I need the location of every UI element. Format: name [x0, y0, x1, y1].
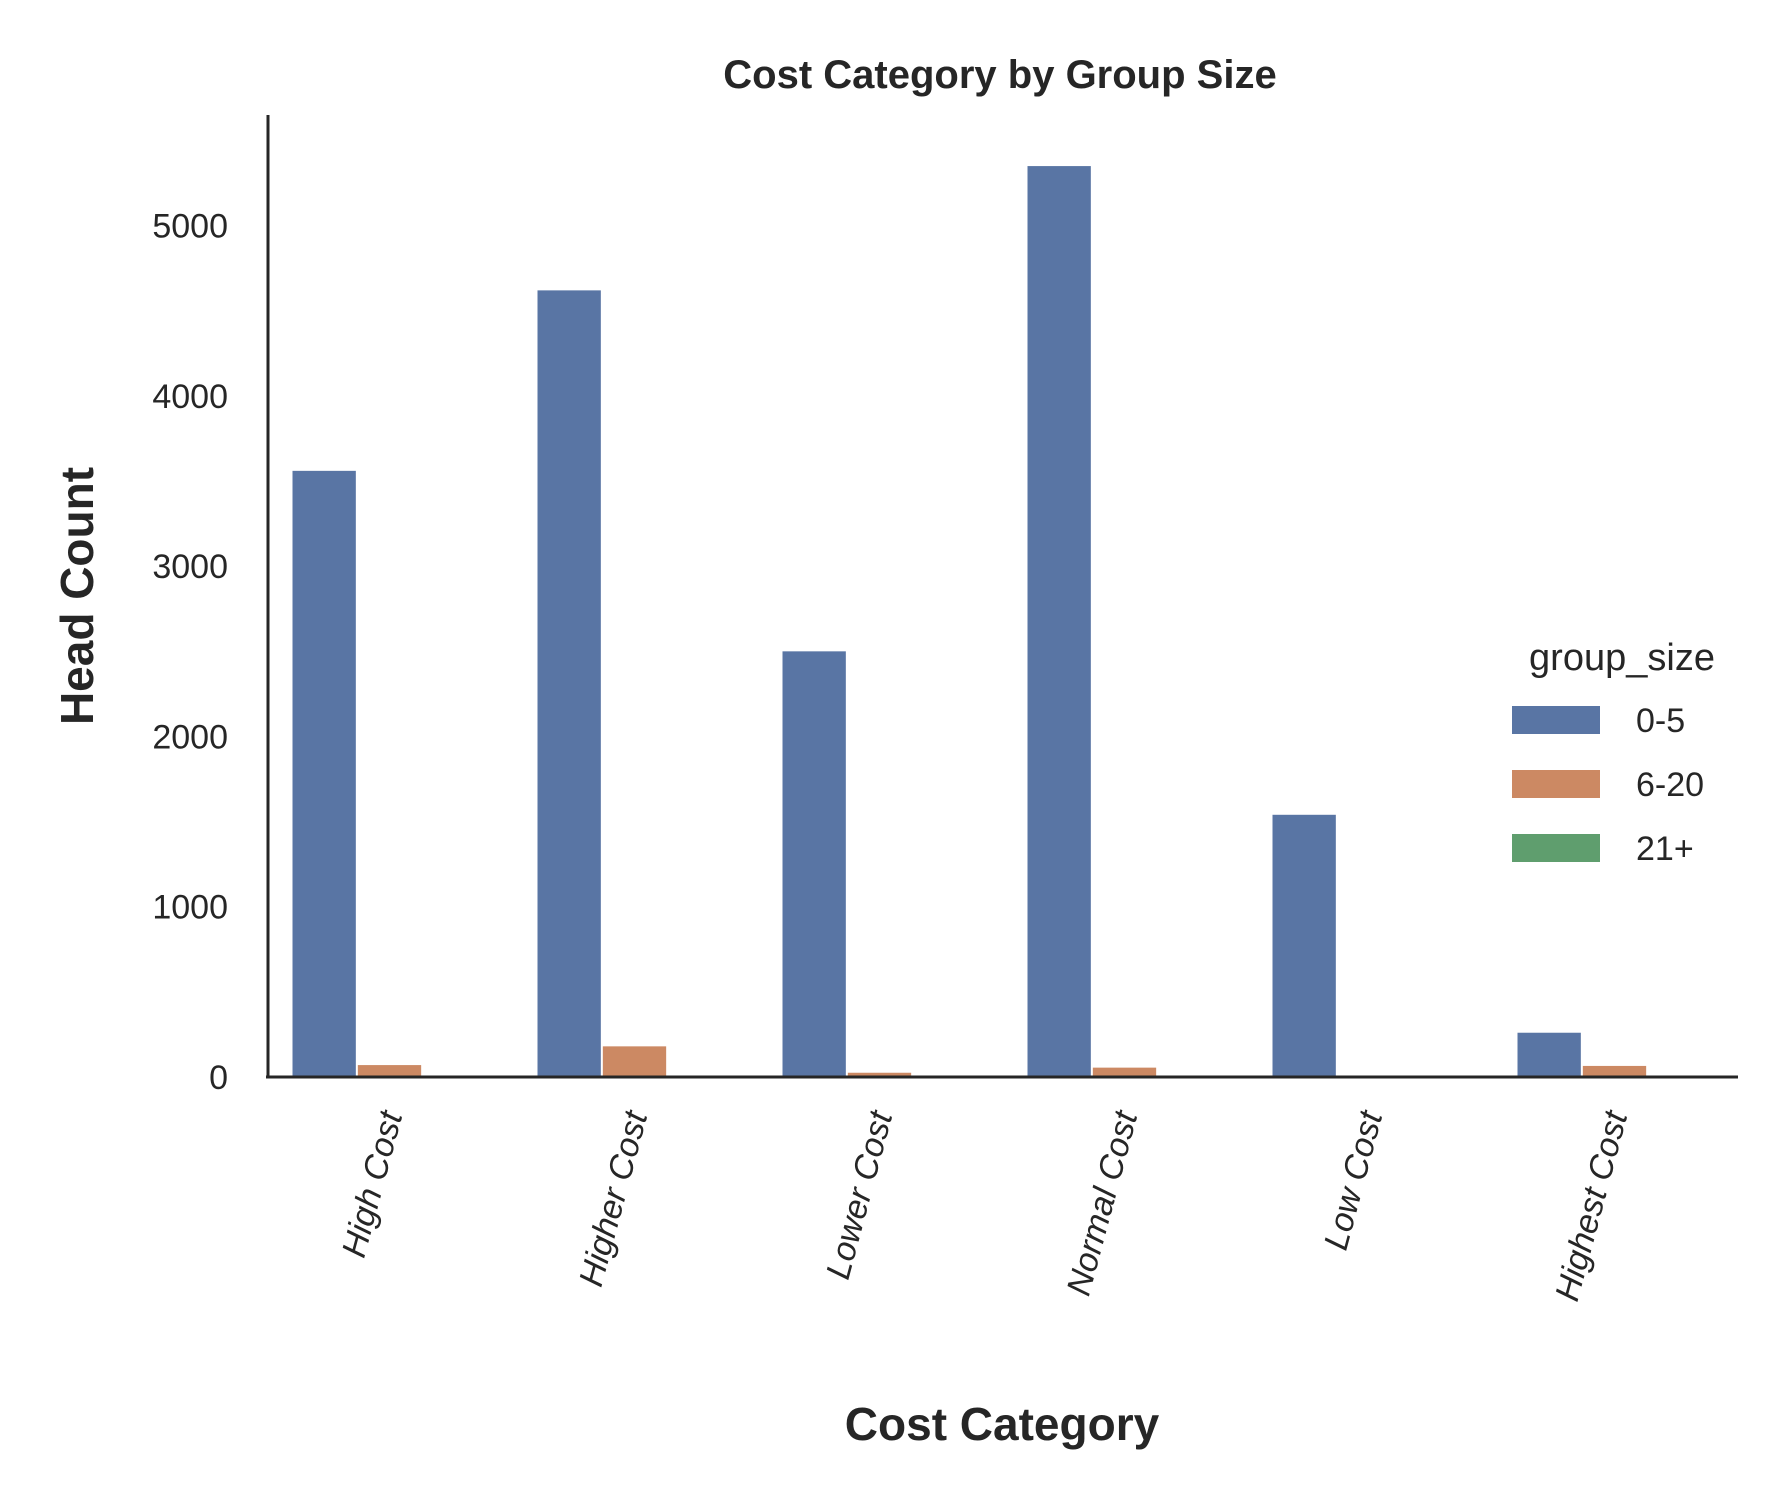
- x-tick-label-higher-cost: Higher Cost: [572, 1106, 656, 1291]
- y-tick-label: 4000: [152, 378, 228, 416]
- x-tick-label-high-cost: High Cost: [335, 1106, 411, 1262]
- x-ticks: High Cost Higher Cost Lower Cost Normal Cos…: [335, 1106, 1636, 1305]
- bars-layer: [292, 166, 1647, 1078]
- bar-lower-cost-0-5: [782, 651, 846, 1077]
- bar-highest-cost-0-5: [1517, 1032, 1581, 1077]
- x-tick-label-highest-cost: Highest Cost: [1548, 1106, 1635, 1305]
- bar-higher-cost-0-5: [537, 290, 601, 1077]
- bar-low-cost-0-5: [1272, 814, 1336, 1077]
- y-tick-label: 5000: [152, 208, 228, 246]
- bar-high-cost-0-5: [292, 470, 356, 1078]
- bar-lower-cost-6-20: [847, 1072, 912, 1077]
- legend-label-0-5: 0-5: [1636, 702, 1685, 740]
- legend-label-21: 21+: [1636, 830, 1694, 868]
- y-tick-label: 2000: [152, 718, 228, 756]
- y-tick-label: 0: [209, 1059, 228, 1097]
- y-tick-label: 3000: [152, 548, 228, 586]
- bar-higher-cost-6-20: [602, 1046, 667, 1077]
- bar-high-cost-6-20: [357, 1065, 422, 1077]
- x-axis-label: Cost Category: [845, 1398, 1160, 1450]
- legend-title: group_size: [1529, 637, 1715, 679]
- y-axis-label: Head Count: [51, 467, 103, 725]
- bar-highest-cost-6-20: [1582, 1065, 1647, 1077]
- legend-swatch-0-5: [1512, 706, 1600, 734]
- bar-normal-cost-0-5: [1027, 166, 1091, 1077]
- x-tick-label-normal-cost: Normal Cost: [1060, 1106, 1146, 1300]
- y-ticks: 0 1000 2000 3000 4000 5000: [152, 208, 228, 1097]
- chart-title: Cost Category by Group Size: [723, 53, 1276, 97]
- bar-normal-cost-6-20: [1092, 1067, 1157, 1077]
- legend-swatch-6-20: [1512, 770, 1600, 798]
- legend-label-6-20: 6-20: [1636, 766, 1704, 804]
- legend: group_size 0-5 6-20 21+: [1512, 637, 1715, 868]
- y-tick-label: 1000: [152, 889, 228, 927]
- legend-swatch-21: [1512, 834, 1600, 862]
- x-tick-label-lower-cost: Lower Cost: [819, 1106, 901, 1283]
- x-tick-label-low-cost: Low Cost: [1317, 1106, 1391, 1254]
